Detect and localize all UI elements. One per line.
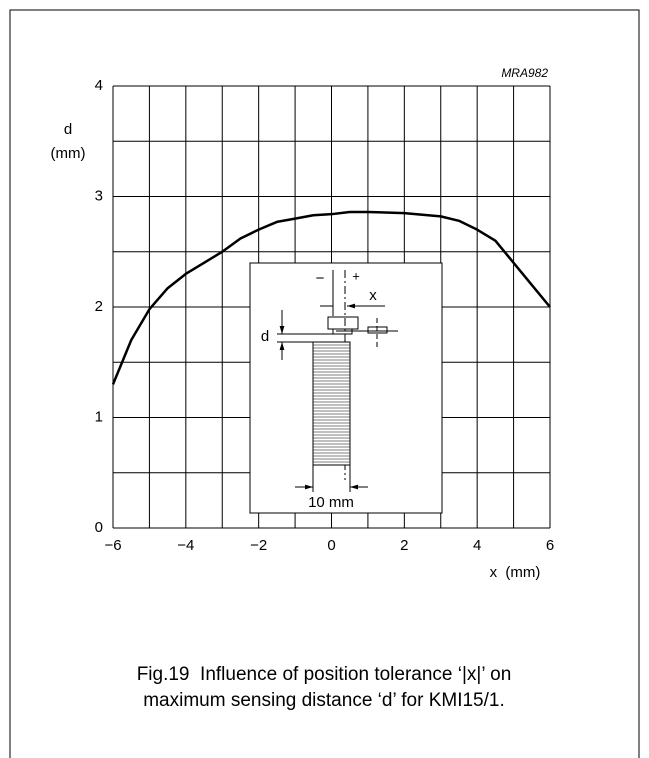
x-axis-label: x (mm) bbox=[490, 564, 541, 581]
coil bbox=[312, 341, 351, 466]
y-tick-label: 4 bbox=[95, 77, 103, 94]
y-axis-label: d bbox=[64, 121, 72, 138]
y-tick-label: 0 bbox=[95, 519, 103, 536]
y-tick-label: 2 bbox=[95, 298, 103, 315]
data-line bbox=[111, 210, 551, 385]
inset-label: + bbox=[352, 268, 360, 283]
frame bbox=[9, 9, 640, 758]
y-tick-label: 3 bbox=[95, 187, 103, 204]
x-tick-label: −4 bbox=[177, 537, 194, 554]
inset-label: 10 mm bbox=[308, 494, 354, 511]
inset-label: x bbox=[369, 287, 377, 304]
caption: Fig.19 Influence of position tolerance ‘… bbox=[137, 664, 512, 685]
y-axis-label: (mm) bbox=[51, 145, 86, 162]
x-tick-label: 4 bbox=[473, 537, 481, 554]
figure-code: MRA982 bbox=[501, 66, 548, 80]
coil-windings bbox=[313, 344, 350, 463]
inset-label: − bbox=[316, 270, 325, 287]
x-tick-label: 2 bbox=[400, 537, 408, 554]
x-tick-label: −6 bbox=[104, 537, 121, 554]
caption: maximum sensing distance ‘d’ for KMI15/1… bbox=[143, 690, 505, 711]
x-tick-label: 6 bbox=[546, 537, 554, 554]
x-tick-label: −2 bbox=[250, 537, 267, 554]
y-tick-label: 1 bbox=[95, 408, 103, 425]
inset-diagram: − + x d 10 mm bbox=[249, 262, 443, 514]
x-tick-label: 0 bbox=[327, 537, 335, 554]
inset-label: d bbox=[261, 328, 269, 345]
